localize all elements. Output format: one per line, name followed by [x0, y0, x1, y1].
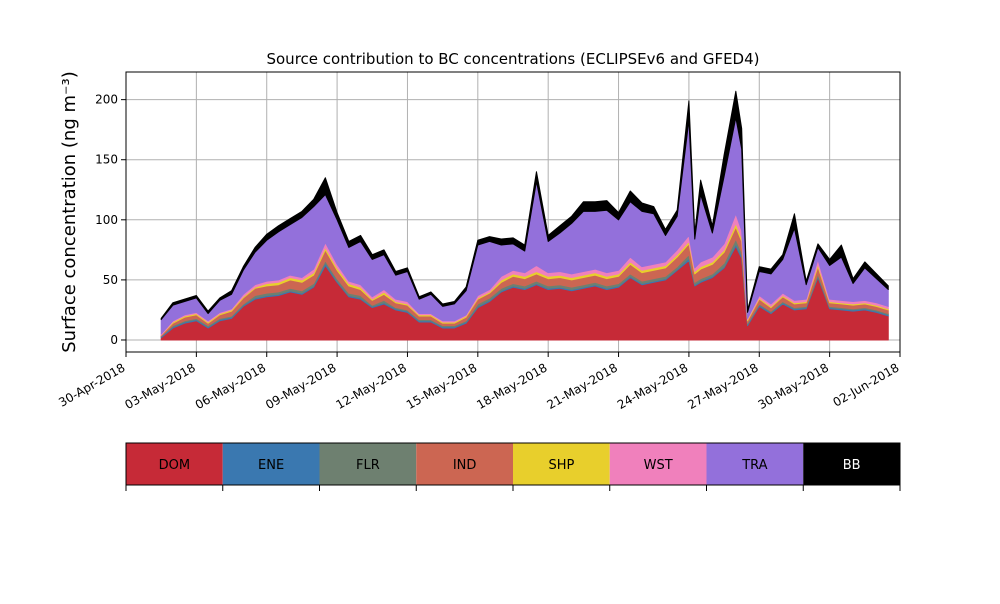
legend-swatch-ind	[416, 443, 513, 485]
x-tick-label: 30-May-2018	[756, 360, 831, 412]
x-tick-label: 06-May-2018	[193, 360, 268, 412]
y-tick-label: 50	[103, 273, 118, 287]
y-tick-label: 150	[95, 153, 118, 167]
legend-label-ind: IND	[453, 458, 477, 473]
x-tick-label: 24-May-2018	[615, 360, 690, 412]
legend-label-wst: WST	[644, 458, 673, 473]
legend-swatch-wst	[609, 443, 707, 485]
x-tick-label: 12-May-2018	[333, 360, 408, 412]
legend-label-dom: DOM	[159, 458, 190, 473]
legend-label-bb: BB	[843, 458, 861, 473]
legend-swatch-flr	[319, 443, 417, 485]
legend-swatch-dom	[126, 443, 223, 485]
y-tick-label: 200	[95, 93, 118, 107]
legend-swatch-ene	[222, 443, 320, 485]
x-tick-label: 18-May-2018	[474, 360, 549, 412]
x-tick-label: 21-May-2018	[545, 360, 620, 412]
legend-label-ene: ENE	[258, 458, 284, 473]
series-area-bb	[160, 90, 889, 321]
x-tick-label: 09-May-2018	[263, 360, 338, 412]
x-tick-label: 27-May-2018	[685, 360, 760, 412]
x-tick-label: 03-May-2018	[122, 360, 197, 412]
y-axis-label: Surface concentration (ng m⁻³)	[59, 71, 80, 353]
x-tick-label: 30-Apr-2018	[56, 360, 127, 409]
legend-swatch-shp	[513, 443, 610, 485]
x-tick-label: 15-May-2018	[404, 360, 479, 412]
legend-swatch-bb	[803, 443, 900, 485]
legend-label-flr: FLR	[356, 458, 380, 473]
legend-swatch-tra	[706, 443, 804, 485]
x-tick-label: 02-Jun-2018	[831, 360, 902, 409]
legend-label-shp: SHP	[548, 458, 574, 473]
y-tick-label: 0	[110, 333, 118, 347]
y-tick-label: 100	[95, 213, 118, 227]
legend-colorbar: DOM ENE FLR IND SHP WST TRA BB	[125, 442, 901, 491]
area-layer	[160, 90, 889, 341]
legend-label-tra: TRA	[741, 458, 767, 473]
plot-frame	[125, 71, 901, 353]
chart-title: Source contribution to BC concentrations…	[266, 50, 759, 68]
